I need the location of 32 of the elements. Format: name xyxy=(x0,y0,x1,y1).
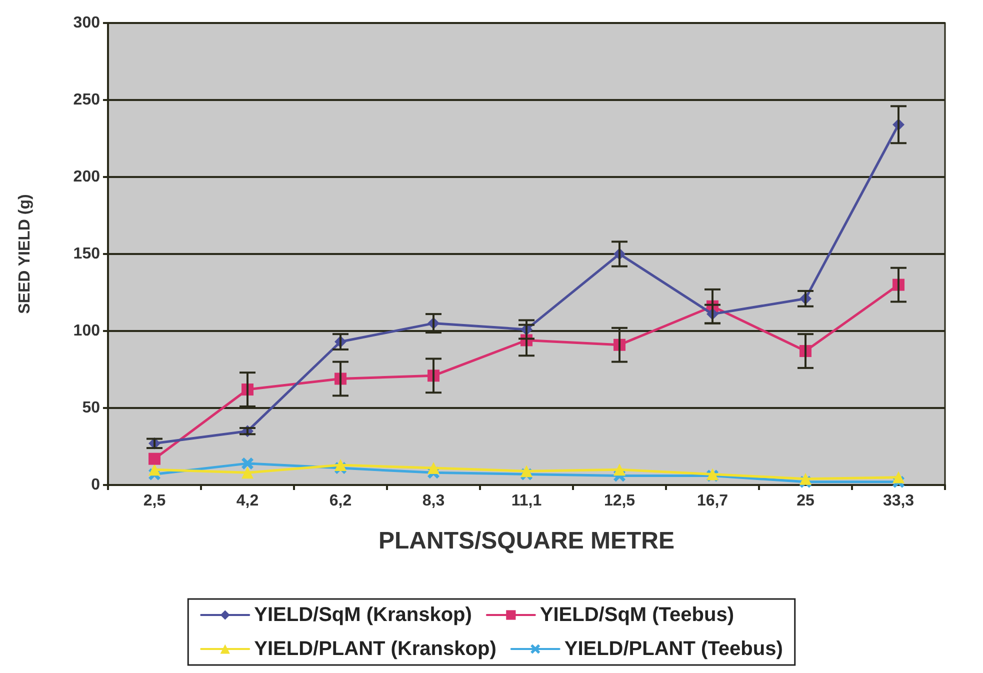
x-tick-label: 16,7 xyxy=(696,492,728,510)
point xyxy=(334,458,346,471)
point xyxy=(148,464,160,476)
point xyxy=(428,462,440,474)
x-tick-label: 8,3 xyxy=(422,492,445,510)
point xyxy=(892,471,904,484)
y-tick-label: 0 xyxy=(91,476,100,494)
x-tick-label: 33,3 xyxy=(882,492,914,510)
legend-label: YIELD/PLANT (Kranskop) xyxy=(254,638,496,660)
legend-label: YIELD/SqM (Teebus) xyxy=(540,604,734,626)
y-tick-label: 300 xyxy=(73,14,100,32)
x-tick-label: 11,1 xyxy=(511,492,542,510)
legend-label: YIELD/PLANT (Teebus) xyxy=(564,638,783,660)
point xyxy=(800,472,812,485)
point xyxy=(242,457,254,470)
point xyxy=(520,465,532,478)
point xyxy=(614,464,626,476)
x-tick-label: 25 xyxy=(796,492,814,510)
y-tick-label: 250 xyxy=(73,92,100,108)
point xyxy=(242,466,254,479)
x-tick-label: 2,5 xyxy=(143,492,166,510)
x-axis-title: PLANTS/SQUARE METRE xyxy=(378,528,675,554)
y-tick-label: 100 xyxy=(73,322,100,340)
y-axis-title: SEED YIELD (g) xyxy=(16,194,34,314)
x-tick-label: 4,2 xyxy=(236,492,259,510)
y-tick-label: 200 xyxy=(73,168,100,186)
y-tick-label: 150 xyxy=(73,246,100,262)
x-tick-label: 12,5 xyxy=(604,492,636,510)
point xyxy=(148,452,160,465)
x-tick-label: 6,2 xyxy=(329,492,352,510)
y-tick-label: 50 xyxy=(82,400,100,416)
legend-label: YIELD/SqM (Kranskop) xyxy=(254,604,472,626)
